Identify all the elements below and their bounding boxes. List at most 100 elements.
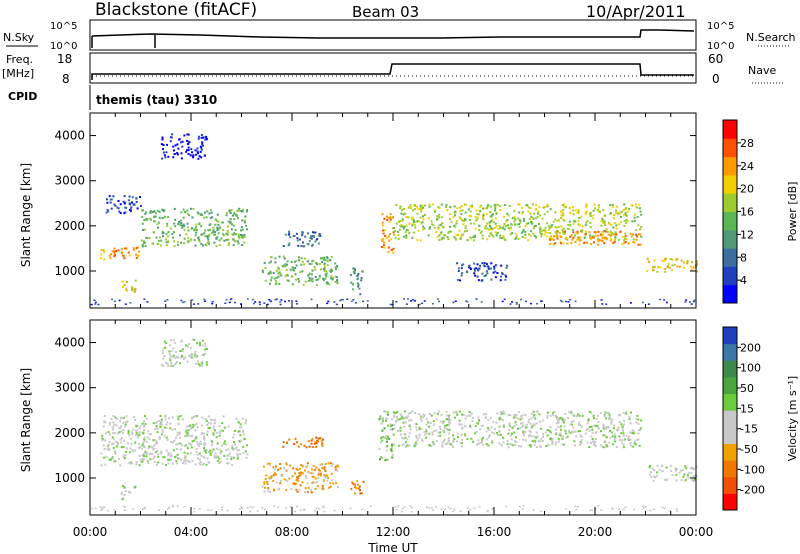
power-cell — [286, 274, 289, 277]
velocity-cell — [396, 411, 399, 414]
velocity-cell — [296, 469, 299, 471]
power-cell — [503, 237, 505, 240]
power-cell — [339, 299, 342, 302]
velocity-cell — [390, 450, 393, 453]
velocity-cell — [619, 439, 622, 441]
velocity-cell — [123, 494, 126, 496]
power-cell — [180, 222, 183, 224]
power-cell — [618, 223, 621, 226]
power-cell — [581, 230, 583, 233]
velocity-cell — [564, 429, 567, 432]
power-cell — [106, 201, 109, 204]
velocity-cell — [212, 427, 215, 430]
power-colorbar-swatch — [723, 138, 737, 158]
freq-trace — [91, 63, 694, 80]
power-cell — [560, 242, 562, 245]
power-cell — [201, 143, 204, 145]
velocity-cell — [330, 472, 333, 475]
power-cell — [603, 242, 606, 245]
power-cell — [670, 269, 673, 272]
power-cell — [480, 301, 483, 303]
power-cell — [285, 269, 288, 271]
velocity-cell — [411, 410, 414, 413]
velocity-cell — [508, 424, 511, 427]
power-cell — [185, 233, 188, 236]
power-cell — [291, 283, 294, 286]
velocity-cell — [171, 364, 174, 367]
power-cell — [306, 232, 309, 235]
velocity-cell — [121, 437, 123, 440]
velocity-cell — [311, 481, 314, 484]
power-cell — [162, 151, 165, 154]
power-cell — [246, 209, 248, 212]
power-cell — [103, 258, 106, 261]
velocity-cell — [138, 434, 141, 437]
power-cell — [157, 239, 160, 242]
power-cell — [577, 223, 580, 226]
power-cell — [407, 229, 410, 232]
velocity-cell — [295, 488, 298, 491]
velocity-cell — [596, 414, 599, 417]
velocity-cell — [321, 442, 324, 445]
velocity-cell — [293, 483, 296, 486]
velocity-cell — [133, 416, 136, 419]
velocity-cell — [275, 465, 277, 468]
power-cell — [167, 216, 170, 219]
velocity-cell — [318, 469, 321, 472]
velocity-cell — [195, 450, 198, 453]
power-cell — [357, 283, 360, 286]
power-cell — [508, 205, 511, 207]
power-cell — [589, 234, 592, 237]
velocity-cell — [326, 479, 329, 482]
velocity-cell — [236, 456, 239, 458]
power-cell — [578, 224, 581, 227]
velocity-cell — [216, 455, 219, 458]
power-cell — [195, 153, 198, 156]
velocity-cell — [577, 430, 580, 433]
power-cell — [382, 232, 385, 235]
power-cell — [413, 204, 416, 206]
power-cell — [403, 298, 405, 300]
power-cell — [600, 234, 603, 237]
velocity-cell — [326, 474, 329, 477]
power-cell — [274, 299, 277, 301]
velocity-cell — [170, 364, 172, 367]
power-cell — [571, 205, 574, 208]
velocity-cell — [220, 508, 223, 511]
velocity-cell — [204, 449, 207, 452]
power-cell — [389, 216, 392, 219]
velocity-cell — [399, 429, 402, 432]
power-cell — [124, 247, 127, 250]
power-cell — [157, 243, 160, 246]
velocity-cell — [314, 488, 317, 490]
velocity-cell — [323, 467, 326, 470]
velocity-cell — [291, 475, 294, 478]
velocity-cell — [157, 453, 160, 456]
velocity-cell — [690, 472, 693, 474]
power-cell — [423, 227, 426, 230]
power-cell — [408, 232, 411, 234]
velocity-cell — [432, 443, 435, 446]
power-cell — [419, 216, 422, 219]
power-cell — [615, 209, 617, 212]
velocity-cell — [159, 423, 161, 426]
power-cell — [130, 289, 133, 292]
power-cell — [216, 229, 219, 232]
power-cell — [198, 238, 200, 241]
velocity-cell — [179, 362, 182, 365]
velocity-cell — [407, 435, 410, 438]
velocity-cell — [458, 410, 461, 413]
velocity-cell — [190, 352, 193, 355]
power-cell — [128, 195, 131, 198]
velocity-cell — [559, 425, 562, 428]
velocity-cell — [571, 423, 573, 426]
velocity-cell — [91, 507, 93, 510]
velocity-cell — [475, 430, 478, 433]
velocity-cell — [126, 442, 129, 445]
power-cell — [164, 156, 167, 159]
power-cell — [97, 303, 100, 306]
power-cell — [108, 195, 111, 198]
velocity-cell — [549, 414, 552, 417]
velocity-cell — [205, 363, 208, 366]
power-cell — [183, 225, 186, 228]
